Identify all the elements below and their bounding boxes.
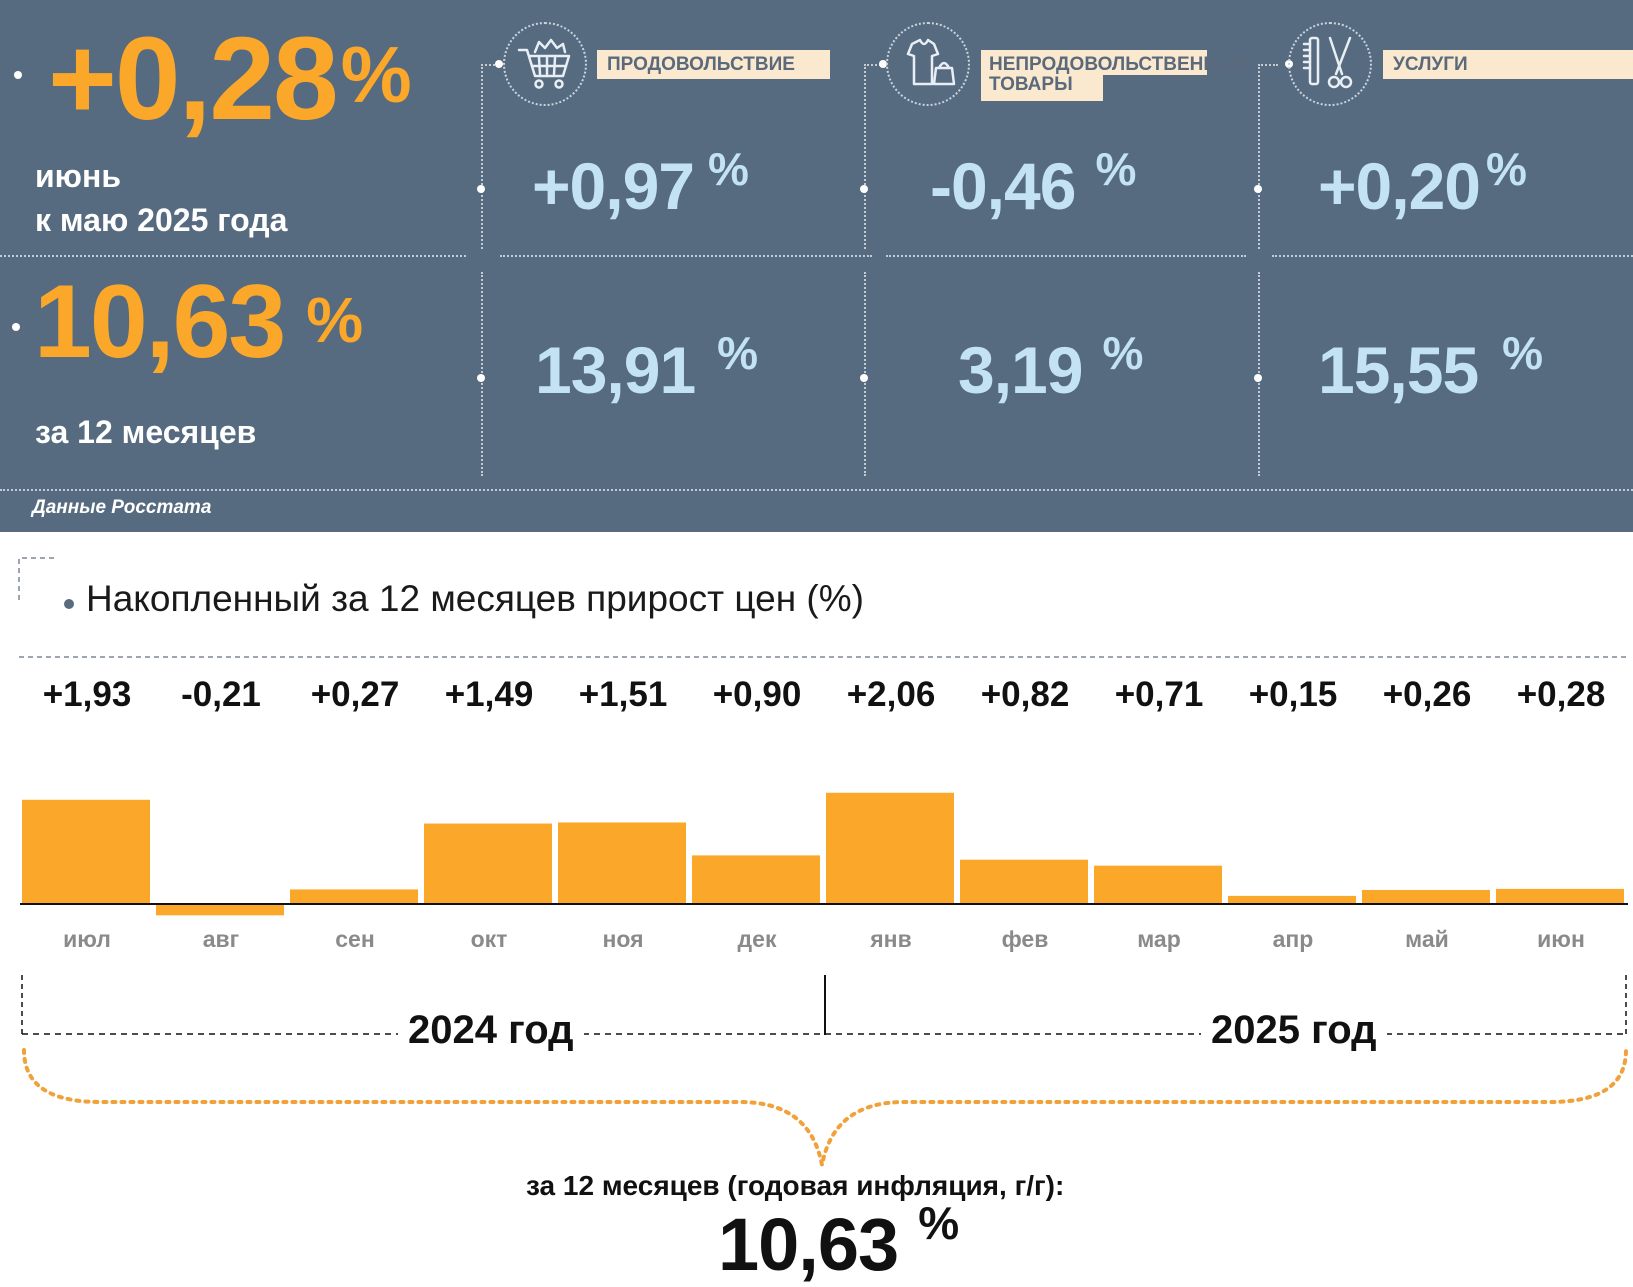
bar-value-label: +2,06 — [846, 675, 936, 714]
column-divider — [481, 64, 483, 249]
year-label-2024: 2024 год — [398, 1008, 584, 1053]
food-monthly-value: +0,97% — [532, 143, 749, 223]
bullet-dot — [477, 374, 485, 382]
percent-sign: % — [717, 327, 759, 379]
category-label-services: УСЛУГИ — [1383, 50, 1633, 79]
month-label: июн — [1537, 926, 1585, 952]
month-label: сен — [335, 926, 375, 952]
bar-сен — [290, 889, 418, 904]
percent-sign: % — [340, 30, 412, 119]
bullet-dot — [860, 374, 868, 382]
percent-sign: % — [1095, 143, 1137, 195]
shopping-cart-icon — [503, 22, 587, 106]
monthly-caption-month: июнь — [35, 158, 121, 194]
connector — [864, 64, 884, 66]
monthly-caption-period: к маю 2025 года — [35, 202, 288, 238]
bullet-dot — [1254, 374, 1262, 382]
percent-sign: % — [1486, 143, 1527, 195]
separator — [0, 489, 1633, 491]
bar-мар — [1094, 865, 1222, 904]
bar-окт — [424, 823, 552, 904]
connector — [1258, 64, 1278, 66]
bar-апр — [1228, 895, 1356, 904]
bar-value-label: -0,21 — [181, 675, 261, 714]
bar-value-label: +1,49 — [444, 675, 534, 714]
column-divider — [1258, 64, 1260, 249]
bar-май — [1362, 889, 1490, 904]
annual-caption: за 12 месяцев — [35, 414, 257, 450]
bullet-dot — [879, 60, 887, 68]
category-label-line2: ТОВАРЫ — [981, 75, 1103, 101]
separator — [0, 255, 466, 257]
category-label-nonfood: НЕПРОДОВОЛЬСТВЕННЫЕ ТОВАРЫ — [981, 50, 1248, 101]
bar-авг — [156, 904, 284, 916]
percent-sign: % — [306, 284, 364, 356]
month-label: ноя — [602, 926, 644, 952]
annual-inflation-caption: за 12 месяцев (годовая инфляция, г/г): — [526, 1170, 1065, 1201]
month-label: май — [1405, 926, 1449, 952]
bullet-dot — [14, 71, 22, 79]
percent-sign: % — [1502, 327, 1544, 379]
month-label: окт — [470, 926, 508, 952]
chart-title: Накопленный за 12 месяцев прирост цен (%… — [86, 578, 864, 619]
nonfood-annual-value: 3,19% — [958, 327, 1144, 407]
bar-фев — [960, 859, 1088, 904]
chart-decor — [18, 557, 1628, 658]
year-brackets — [21, 975, 1628, 1166]
monthly-inflation-value: +0,28% — [48, 13, 412, 145]
bar-value-label: +1,93 — [42, 675, 132, 714]
percent-sign: % — [918, 1197, 960, 1249]
category-label-line1: НЕПРОДОВОЛЬСТВЕННЫЕ — [981, 50, 1248, 75]
bar-value-label: +0,15 — [1248, 675, 1338, 714]
bar-value-label: +0,90 — [712, 675, 802, 714]
nonfood-monthly-value: -0,46% — [930, 143, 1137, 223]
separator — [500, 255, 872, 257]
bar-дек — [692, 855, 820, 904]
column-divider — [864, 64, 866, 249]
year-label-2025: 2025 год — [1201, 1008, 1387, 1053]
category-label-food: ПРОДОВОЛЬСТВИЕ — [597, 50, 830, 79]
bar-ноя — [558, 822, 686, 904]
month-label: дек — [737, 926, 777, 952]
separator — [1272, 255, 1633, 257]
annual-inflation-value: 10,63% — [34, 264, 364, 380]
bar-value-label: +0,82 — [980, 675, 1070, 714]
bar-июл — [22, 799, 150, 904]
bullet-dot — [477, 185, 485, 193]
separator — [886, 255, 1246, 257]
percent-sign: % — [708, 143, 749, 195]
bar-value-label: +0,28 — [1516, 675, 1606, 714]
percent-sign: % — [1102, 327, 1144, 379]
bullet-dot — [860, 185, 868, 193]
bar-value-label: +0,26 — [1382, 675, 1472, 714]
connector — [481, 64, 499, 66]
month-label: мар — [1137, 926, 1181, 952]
month-label: апр — [1272, 926, 1314, 952]
month-label: авг — [202, 926, 240, 952]
data-source: Данные Росстата — [32, 497, 212, 518]
bar-value-label: +1,51 — [578, 675, 668, 714]
bullet-dot — [495, 60, 503, 68]
annual-inflation-total: 10,63% — [718, 1197, 960, 1286]
services-monthly-value: +0,20% — [1318, 143, 1527, 223]
bullet-dot — [1254, 185, 1262, 193]
bar-value-label: +0,71 — [1114, 675, 1204, 714]
comb-scissors-icon — [1288, 22, 1372, 106]
bar-value-label: +0,27 — [310, 675, 400, 714]
month-label: янв — [870, 926, 912, 952]
services-annual-value: 15,55% — [1318, 327, 1544, 407]
month-label: июл — [63, 926, 111, 952]
month-label: фев — [1001, 926, 1049, 952]
bar-янв — [826, 792, 954, 904]
food-annual-value: 13,91% — [535, 327, 759, 407]
bullet-dot — [12, 323, 20, 331]
bar-chart — [20, 792, 1628, 916]
clothes-bag-icon — [886, 22, 970, 106]
bar-июн — [1496, 888, 1624, 904]
